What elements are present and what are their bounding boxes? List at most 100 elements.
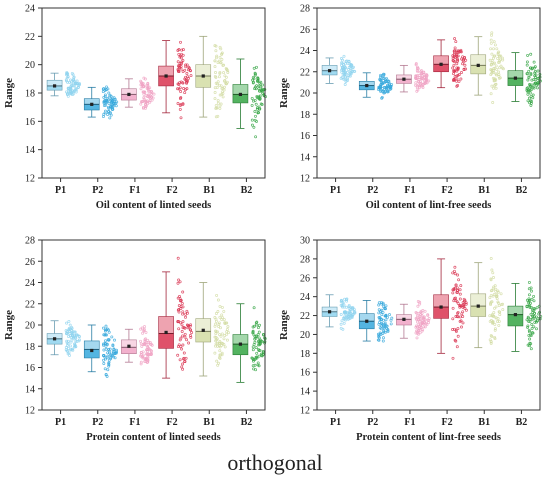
- box-lower: [84, 349, 100, 358]
- data-point: [250, 118, 254, 122]
- data-point: [111, 343, 115, 347]
- mean-marker: [238, 342, 243, 346]
- data-point: [451, 271, 455, 275]
- data-point: [530, 289, 533, 293]
- data-point: [535, 315, 539, 319]
- x-tick-label: P1: [330, 185, 341, 196]
- data-point: [533, 320, 537, 324]
- data-point: [255, 84, 259, 88]
- data-point: [383, 85, 387, 89]
- data-point: [181, 290, 185, 294]
- data-point: [452, 63, 456, 67]
- data-point: [421, 321, 425, 325]
- y-axis-label: Range: [278, 310, 290, 340]
- data-point: [217, 59, 221, 63]
- data-point: [416, 320, 419, 324]
- data-point: [143, 325, 146, 329]
- x-tick-label: B2: [241, 185, 253, 196]
- data-point: [102, 87, 106, 91]
- y-tick-label: 16: [25, 363, 35, 374]
- data-point: [108, 347, 112, 351]
- data-point: [340, 68, 344, 72]
- data-point: [181, 81, 185, 85]
- data-point: [417, 327, 421, 331]
- y-tick-label: 26: [300, 25, 310, 36]
- data-point: [185, 63, 189, 67]
- data-point: [259, 85, 263, 89]
- box-lower: [121, 347, 137, 354]
- data-point: [226, 325, 230, 329]
- x-tick-label: F2: [442, 185, 453, 196]
- data-point: [535, 327, 538, 331]
- data-point: [214, 344, 217, 348]
- data-point: [258, 323, 261, 327]
- data-point: [215, 293, 219, 297]
- data-point: [223, 345, 227, 349]
- data-point: [258, 107, 262, 111]
- data-point: [65, 72, 69, 75]
- data-point: [495, 47, 499, 51]
- data-point: [489, 41, 493, 45]
- data-point: [499, 54, 503, 58]
- data-point: [528, 337, 532, 341]
- mean-marker: [365, 319, 369, 323]
- series-p2: [358, 300, 394, 343]
- data-point: [489, 38, 493, 42]
- data-point: [496, 300, 500, 304]
- box-lower: [121, 94, 137, 101]
- data-point: [490, 69, 494, 73]
- data-point: [536, 69, 540, 73]
- y-tick-label: 16: [25, 117, 35, 128]
- data-point: [257, 354, 261, 358]
- data-point: [261, 91, 264, 95]
- data-point: [221, 86, 225, 90]
- data-point: [178, 86, 182, 90]
- mean-marker: [164, 74, 168, 78]
- data-point: [381, 339, 385, 343]
- data-point: [150, 91, 154, 95]
- data-point: [213, 91, 217, 94]
- mean-marker: [365, 83, 369, 88]
- data-point: [464, 67, 468, 71]
- data-point: [65, 331, 69, 335]
- data-point: [383, 324, 387, 328]
- data-point: [527, 333, 531, 337]
- data-point: [213, 97, 217, 101]
- data-point: [226, 69, 230, 73]
- data-point: [72, 336, 76, 340]
- data-point: [213, 86, 217, 90]
- data-point: [179, 90, 183, 93]
- data-point: [139, 354, 142, 358]
- data-point: [461, 315, 465, 318]
- data-point: [107, 362, 111, 365]
- data-point: [180, 365, 184, 369]
- data-point: [528, 91, 532, 95]
- data-point: [423, 79, 426, 83]
- data-point: [65, 92, 69, 96]
- data-point: [343, 83, 347, 86]
- data-point: [491, 271, 495, 275]
- data-point: [219, 61, 223, 65]
- data-point: [380, 324, 384, 328]
- data-point: [531, 93, 535, 97]
- data-point: [74, 90, 78, 94]
- data-point: [110, 335, 114, 339]
- data-point: [493, 322, 497, 326]
- data-point: [531, 96, 535, 100]
- data-point: [420, 69, 423, 73]
- data-point: [378, 316, 382, 320]
- data-point: [390, 83, 394, 87]
- data-point: [217, 341, 221, 345]
- data-point: [500, 56, 504, 60]
- chart-panel-3: 12 14 16 18 20 22 24 26 28 Range P1 P2 F1 F2 B1 B2 Prote…: [0, 232, 275, 452]
- data-point: [498, 76, 502, 80]
- series-b1: [195, 282, 230, 377]
- y-tick-label: 28: [300, 254, 310, 265]
- data-point: [71, 73, 75, 77]
- data-point: [346, 313, 350, 317]
- y-tick-label: 28: [25, 236, 35, 247]
- y-tick-label: 24: [300, 46, 310, 57]
- data-point: [69, 348, 73, 352]
- data-point: [177, 48, 181, 51]
- data-point: [424, 322, 428, 326]
